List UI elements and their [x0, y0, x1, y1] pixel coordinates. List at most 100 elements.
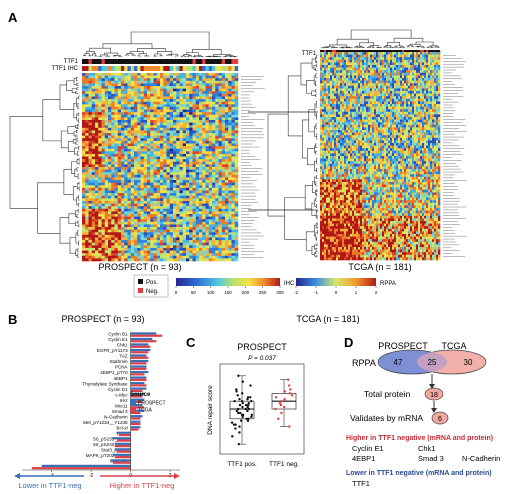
heatmap-cell	[91, 106, 96, 110]
heatmap-cell	[117, 104, 122, 108]
heatmap-cell	[95, 140, 99, 144]
heatmap-cell	[215, 182, 219, 186]
heatmap-cell	[218, 86, 223, 89]
heatmap-cell	[134, 203, 138, 207]
heatmap-cell	[98, 161, 102, 165]
heatmap-cell	[176, 180, 180, 183]
heatmap-cell	[114, 242, 119, 246]
heatmap-cell	[336, 67, 339, 71]
heatmap-cell	[215, 211, 219, 215]
heatmap-cell	[394, 72, 397, 76]
dendrogram-branch	[84, 53, 90, 56]
heatmap-cell	[114, 120, 119, 123]
heatmap-cell	[386, 98, 389, 102]
heatmap-cell	[192, 224, 197, 228]
heatmap-cell	[228, 148, 232, 152]
heatmap-cell	[124, 117, 128, 121]
heatmap-cell	[406, 70, 409, 74]
heatmap-cell	[179, 253, 184, 257]
heatmap-cell	[101, 135, 106, 139]
heatmap-cell	[140, 151, 145, 155]
heatmap-cell	[320, 93, 323, 97]
heatmap-cell	[176, 214, 180, 217]
heatmap-cell	[111, 227, 115, 230]
heatmap-cell	[334, 65, 337, 68]
heatmap-cell	[114, 122, 119, 126]
heatmap-cell	[101, 164, 106, 168]
heatmap-cell	[189, 206, 193, 210]
heatmap-cell	[402, 54, 405, 58]
heatmap-cell	[195, 120, 200, 123]
heatmap-cell	[348, 85, 351, 89]
heatmap-cell	[111, 99, 115, 103]
heatmap-cell	[95, 88, 99, 92]
heatmap-cell	[234, 169, 239, 173]
heatmap-cell	[228, 224, 232, 228]
heatmap-cell	[189, 203, 193, 207]
heatmap-cell	[82, 227, 86, 230]
annotation-cell	[91, 59, 96, 64]
dendrogram-branch	[315, 67, 318, 71]
heatmap-cell	[408, 59, 411, 63]
heatmap-cell	[117, 200, 122, 204]
dendrogram-branch	[316, 175, 318, 179]
heatmap-cell	[124, 180, 128, 183]
heatmap-cell	[153, 177, 158, 181]
heatmap-cell	[163, 106, 167, 110]
heatmap-cell	[338, 98, 341, 102]
heatmap-cell	[348, 88, 351, 92]
heatmap-cell	[101, 253, 106, 257]
heatmap-cell	[195, 187, 200, 191]
heatmap-cell	[332, 62, 335, 66]
heatmap-cell	[130, 122, 135, 126]
heatmap-cell	[108, 146, 112, 150]
heatmap-cell	[153, 193, 158, 197]
heatmap-cell	[169, 169, 174, 173]
heatmap-cell	[408, 70, 411, 74]
heatmap-cell	[358, 93, 361, 97]
heatmap-cell	[121, 99, 125, 103]
heatmap-cell	[114, 127, 119, 131]
heatmap-cell	[192, 138, 197, 142]
heatmap-cell	[192, 159, 197, 163]
heatmap-cell	[163, 180, 167, 183]
heatmap-cell	[218, 151, 223, 155]
heatmap-cell	[378, 59, 381, 63]
heatmap-cell	[121, 216, 125, 220]
heatmap-cell	[404, 54, 407, 58]
heatmap-cell	[111, 177, 115, 181]
heatmap-cell	[88, 112, 93, 116]
heatmap-cell	[111, 253, 115, 257]
heatmap-cell	[202, 234, 206, 238]
heatmap-cell	[173, 127, 177, 131]
ihc-cell	[189, 66, 193, 71]
dendrogram-branch	[68, 213, 76, 224]
heatmap-cell	[140, 80, 145, 84]
heatmap-cell	[143, 125, 148, 129]
heatmap-cell	[390, 59, 393, 63]
annotation-cell	[169, 59, 174, 64]
heatmap-cell	[202, 120, 206, 123]
annotation-cell	[176, 59, 180, 64]
heatmap-cell	[117, 229, 122, 233]
heatmap-cell	[88, 130, 93, 134]
heatmap-cell	[412, 72, 415, 76]
heatmap-cell	[140, 258, 145, 262]
dendrogram-branch	[74, 168, 79, 177]
heatmap-cell	[134, 195, 138, 199]
heatmap-cell	[95, 224, 99, 228]
heatmap-cell	[186, 130, 190, 134]
heatmap-cell	[195, 221, 200, 225]
heatmap-cell	[108, 255, 112, 259]
dendrogram-branch	[225, 55, 234, 57]
heatmap-cell	[156, 73, 161, 76]
heatmap-cell	[221, 234, 226, 238]
heatmap-cell	[124, 161, 128, 165]
heatmap-cell	[156, 156, 161, 160]
heatmap-cell	[374, 91, 377, 94]
heatmap-cell	[396, 62, 399, 66]
heatmap-cell	[95, 153, 99, 157]
heatmap-cell	[199, 73, 203, 76]
heatmap-cell	[88, 73, 93, 76]
heatmap-cell	[234, 127, 239, 131]
